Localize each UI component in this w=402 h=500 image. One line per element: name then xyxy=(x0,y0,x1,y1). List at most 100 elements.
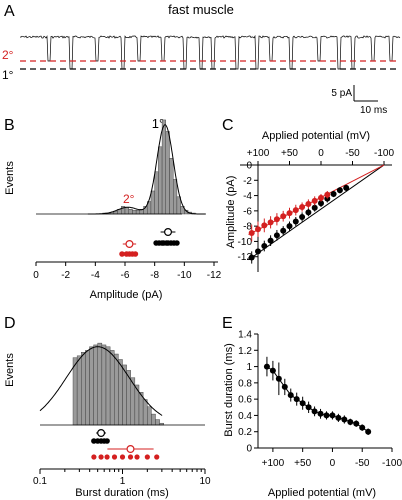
panel-c-ytick: -10 xyxy=(238,237,253,248)
panel-a-trace-group: 2° 1° 5 pA 10 ms xyxy=(2,34,401,116)
panel-e-plot xyxy=(263,356,372,435)
panel-c-letter: C xyxy=(222,117,234,134)
panel-c-ytick: -2 xyxy=(243,176,252,187)
panel-c-yticks: 0 -2 -4 -6 -8 -10 -12 xyxy=(238,161,258,263)
panel-e-point xyxy=(293,396,300,403)
panel-e-ytick: 0 xyxy=(246,444,252,455)
panel-b-patch-dot-red xyxy=(132,251,139,257)
panel-b-bar xyxy=(169,158,174,215)
panel-c-point xyxy=(336,187,343,194)
panel-b-xtick: -8 xyxy=(150,270,159,281)
current-trace xyxy=(19,34,401,70)
panel-c-point xyxy=(286,210,293,217)
panel-e-ytick: 0.6 xyxy=(238,395,252,406)
panel-e-xtick: -100 xyxy=(382,458,402,469)
panel-c-xtick: -100 xyxy=(374,148,394,159)
panel-b-bar xyxy=(154,171,159,215)
panel-b-xtick: 0 xyxy=(33,270,39,281)
panel-d-letter: D xyxy=(4,315,16,332)
panel-c-point xyxy=(311,204,318,211)
panel-b-patch-means xyxy=(119,228,180,257)
panel-a-letter: A xyxy=(4,3,15,20)
panel-c-point xyxy=(292,218,299,225)
panel-d-bar xyxy=(109,350,115,426)
panel-c-xtick: +50 xyxy=(281,148,298,159)
panel-e-point xyxy=(323,412,330,419)
panel-b-x-ticks: 0 -2 -4 -6 -8 -10 -12 xyxy=(33,262,222,281)
panel-e-xtick: -50 xyxy=(355,458,370,469)
panel-c-point xyxy=(324,191,331,198)
panel-e-point xyxy=(281,383,288,390)
panel-d-xtick: 10 xyxy=(199,476,211,487)
panel-c-point xyxy=(318,200,324,207)
panel-d-patch-dot-red xyxy=(144,454,150,460)
panel-e-point xyxy=(317,410,324,417)
panel-e-ytick: 0.2 xyxy=(238,427,252,438)
panel-b-summary-mean xyxy=(125,240,134,249)
panel-d-xtick: 0.1 xyxy=(33,476,47,487)
panel-c-point xyxy=(267,219,274,226)
panel-a-title: fast muscle xyxy=(168,2,234,17)
panel-e-point xyxy=(365,428,372,435)
panel-c-ytick: -8 xyxy=(243,222,252,233)
panel-e-point xyxy=(329,412,336,419)
panel-b-bar xyxy=(150,190,155,215)
panel-b-xtick: -2 xyxy=(61,270,70,281)
peak-2-label: 2° xyxy=(123,192,135,206)
panel-c-ylabel: Amplitude (pA) xyxy=(225,176,237,249)
panel-d-ylabel: Events xyxy=(4,353,16,387)
panel-b-xlabel: Amplitude (pA) xyxy=(90,289,163,301)
panel-c-fit-line xyxy=(248,164,385,261)
panel-e-xtick: 0 xyxy=(330,458,336,469)
panel-e-point xyxy=(275,375,282,382)
panel-d-patch-dot-red xyxy=(111,454,118,460)
panel-c-point xyxy=(305,200,312,207)
panel-e-letter: E xyxy=(222,315,233,332)
panel-c-point xyxy=(248,254,255,261)
panel-d-bar xyxy=(101,344,107,426)
panel-d-patch-dot-red xyxy=(127,454,134,460)
panel-e-ytick: 1.2 xyxy=(238,346,252,357)
panel-e-point xyxy=(341,416,348,423)
panel-e-point xyxy=(305,404,312,411)
panel-e-point xyxy=(359,424,366,431)
panel-c-point xyxy=(280,227,287,234)
panel-c-point xyxy=(318,194,324,201)
panel-c-point xyxy=(305,209,312,216)
panel-c-ytick: -4 xyxy=(243,191,252,202)
panel-c-point xyxy=(255,226,261,233)
panel-b-ylabel: Events xyxy=(4,161,16,195)
panel-c-point xyxy=(248,230,255,237)
time-scale-label: 10 ms xyxy=(360,105,387,116)
panel-c-point xyxy=(261,243,268,250)
panel-e-xtick: +50 xyxy=(294,458,311,469)
panel-e-point xyxy=(347,418,354,425)
panel-c-point xyxy=(273,216,280,223)
panel-b-patch-dot-red xyxy=(119,251,125,257)
level-1-label: 1° xyxy=(2,68,14,82)
panel-d-bar xyxy=(147,406,152,426)
panel-d-bar xyxy=(142,399,148,426)
panel-e-ytick: 1.4 xyxy=(238,330,252,341)
panel-d-xtick: 1 xyxy=(120,476,126,487)
panel-d-patch-dot-red xyxy=(154,454,160,460)
panel-d-x-ticks: 0.1 1 10 xyxy=(33,469,211,487)
panel-d-bar xyxy=(114,353,119,426)
panel-c-point xyxy=(299,213,306,220)
panel-d-patch-dot xyxy=(104,438,110,444)
panel-b-bar xyxy=(165,131,170,215)
panel-e-ytick: 0.8 xyxy=(238,378,252,389)
panel-d-bar xyxy=(105,346,111,426)
panel-e-point xyxy=(353,420,360,427)
panel-e-ytick: 1 xyxy=(246,362,252,373)
panel-c-point xyxy=(343,184,350,191)
panel-d-bar xyxy=(93,344,98,426)
panel-d-patch-dot-red xyxy=(104,454,110,460)
panel-d-patch-dot-red xyxy=(134,454,140,460)
panel-c-point xyxy=(299,204,306,211)
panel-d-bar xyxy=(89,346,94,426)
panel-e-point xyxy=(263,363,270,370)
panel-c-point xyxy=(273,232,280,239)
panel-c-xtick: 0 xyxy=(318,148,324,159)
panel-b-xtick: -10 xyxy=(177,270,192,281)
